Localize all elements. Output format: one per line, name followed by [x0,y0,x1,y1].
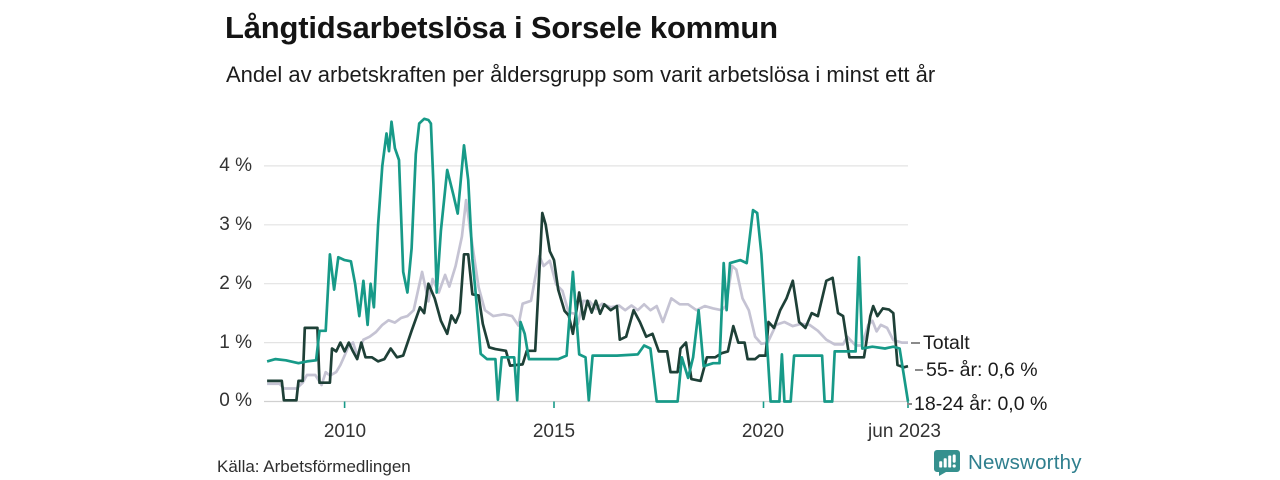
end-label-tick-1824 [907,403,912,405]
x-axis-tick-label: 2015 [532,421,576,442]
page-title: Långtidsarbetslösa i Sorsele kommun [225,10,778,45]
series-line-55-r [267,211,909,402]
y-axis-tick-label: 1 % [219,332,252,353]
end-label-tick-55 [915,369,923,371]
y-axis-tick-label: 3 % [219,214,252,235]
newsworthy-wordmark: Newsworthy [968,450,1082,474]
series-end-label-totalt: Totalt [923,332,970,354]
newsworthy-icon [934,449,960,476]
series-end-label-55: 55- år: 0,6 % [926,359,1038,381]
series-end-label-1824: 18-24 år: 0,0 % [914,393,1048,415]
x-axis-tick-label: 2020 [741,421,785,442]
newsworthy-logo[interactable]: Newsworthy [934,449,1082,476]
series-line-18-24-r [266,117,910,403]
chart-subtitle: Andel av arbetskraften per åldersgrupp s… [226,62,936,87]
y-axis-tick-label: 2 % [219,273,252,294]
series-line-totalt [267,198,908,390]
end-label-tick-totalt [911,342,920,344]
y-axis-tick-label: 0 % [219,390,252,411]
x-axis-tick-label: 2010 [323,421,367,442]
source-attribution: Källa: Arbetsförmedlingen [217,457,411,476]
y-axis-tick-label: 4 % [219,155,252,176]
x-axis-tick-label: jun 2023 [868,421,941,442]
